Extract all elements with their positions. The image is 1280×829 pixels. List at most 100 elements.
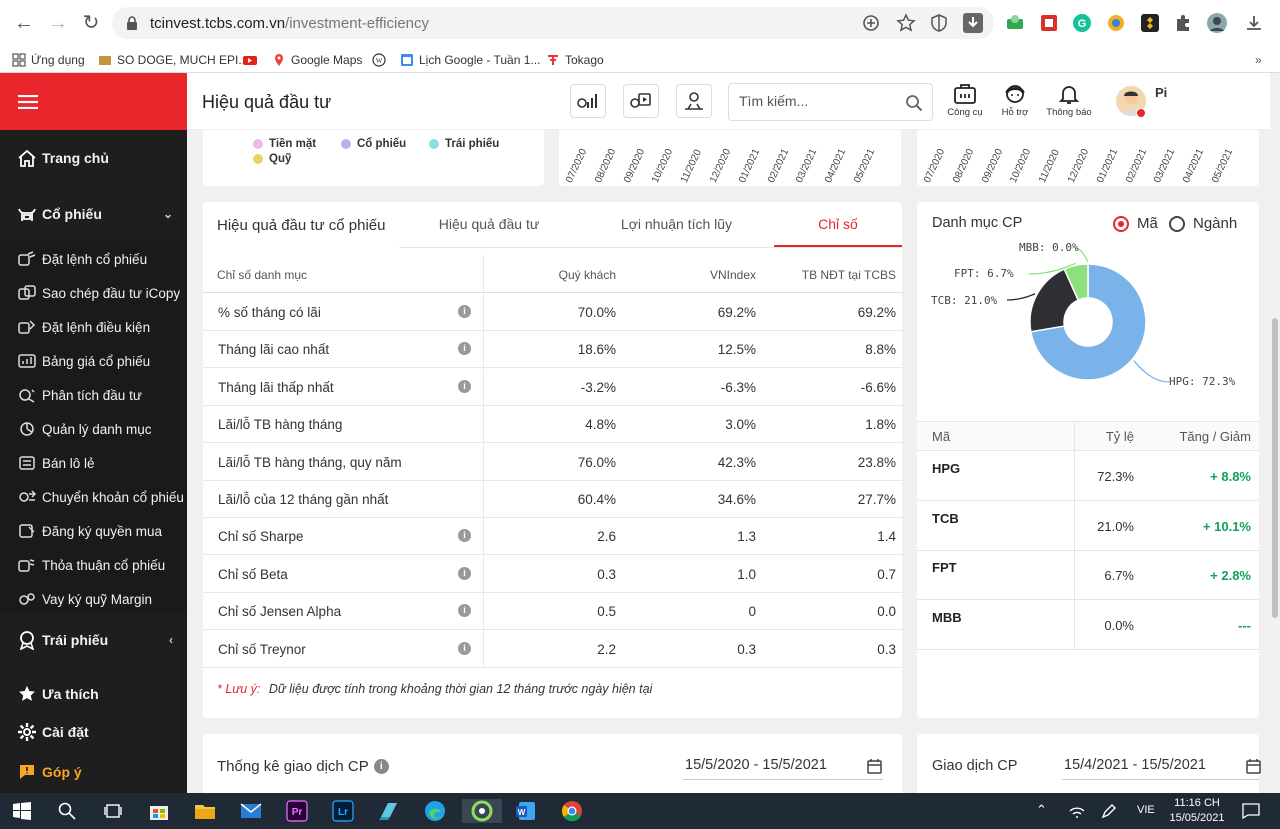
radio-code[interactable]: Mã	[1113, 215, 1158, 232]
taskbar-tcbs-active[interactable]	[462, 799, 502, 823]
address-bar[interactable]: tcinvest.tcbs.com.vn/investment-efficien…	[112, 7, 994, 39]
pie-slice-tcb[interactable]	[1029, 268, 1080, 333]
reload-button[interactable]: ↻	[82, 12, 100, 34]
sidebar-item-portfolio[interactable]: Quản lý danh mục	[0, 414, 187, 444]
bookmark-tokago[interactable]: Tokago	[546, 51, 604, 69]
search-input[interactable]	[739, 93, 899, 109]
sidebar-item-margin[interactable]: Vay ký quỹ Margin	[0, 584, 187, 614]
sidebar-item-favorites[interactable]: Ưa thích	[0, 679, 187, 709]
profile-avatar-icon[interactable]	[1206, 12, 1228, 34]
support-button[interactable]: Hỗ trợ	[990, 83, 1040, 118]
legend-item[interactable]: Quỹ	[253, 153, 291, 165]
radio-sector[interactable]: Ngành	[1169, 215, 1237, 232]
sidebar-item-icopy[interactable]: Sao chép đầu tư iCopy	[0, 278, 187, 308]
sidebar-item-stocks[interactable]: Cổ phiếu ⌄	[0, 199, 187, 229]
info-icon[interactable]: i	[458, 529, 471, 543]
sidebar-item-price-board[interactable]: Bảng giá cổ phiếu	[0, 346, 187, 376]
taskbar-edge[interactable]	[422, 799, 448, 823]
taskbar-explorer[interactable]	[192, 799, 218, 823]
sidebar-item-place-order[interactable]: Đặt lệnh cổ phiếu	[0, 244, 187, 274]
download-icon[interactable]	[962, 12, 984, 34]
taskbar-app[interactable]	[376, 799, 402, 823]
scrollbar-thumb[interactable]	[1272, 318, 1278, 618]
info-icon[interactable]: i	[458, 342, 471, 356]
trade-button[interactable]	[623, 84, 659, 118]
tray-chevron-icon[interactable]: ⌃	[1036, 802, 1047, 817]
shield-icon[interactable]	[930, 13, 948, 33]
tray-clock[interactable]: 11:16 CH 15/05/2021	[1169, 797, 1225, 824]
sidebar-item-analysis[interactable]: Phân tích đầu tư	[0, 380, 187, 410]
tray-pen[interactable]	[1096, 799, 1122, 823]
page-scrollbar[interactable]	[1270, 73, 1280, 793]
tray-notifications[interactable]	[1238, 799, 1264, 823]
stats-date-range[interactable]: 15/5/2020 - 15/5/2021	[683, 754, 883, 780]
bookmarks-overflow-button[interactable]: »	[1255, 53, 1262, 67]
taskbar-mail[interactable]	[238, 799, 264, 823]
taskbar-lightroom[interactable]: Lr	[330, 799, 356, 823]
radio-button[interactable]	[1113, 215, 1129, 232]
sidebar-item-transfer[interactable]: Chuyển khoản cổ phiếu	[0, 482, 187, 512]
tab-indicators[interactable]: Chỉ số	[774, 202, 902, 247]
bookmark-doge[interactable]: SO DOGE, MUCH EPI...	[98, 51, 248, 69]
grammarly-icon[interactable]: G	[1072, 13, 1092, 33]
portfolio-row[interactable]: FPT 6.7% + 2.8%	[917, 550, 1259, 601]
puzzle-icon[interactable]	[1173, 13, 1193, 33]
bookmark-wiki[interactable]: W	[372, 51, 386, 69]
sidebar-item-home[interactable]: Trang chủ	[0, 143, 187, 173]
back-button[interactable]: ←	[14, 12, 34, 34]
network-button[interactable]	[676, 84, 712, 118]
taskbar-chrome[interactable]	[559, 799, 585, 823]
zoom-icon[interactable]	[862, 14, 880, 32]
sidebar-item-settings[interactable]: Cài đặt	[0, 717, 187, 747]
info-icon[interactable]: i	[458, 305, 471, 318]
info-icon[interactable]: i	[458, 379, 471, 393]
sidebar-item-odd-lot[interactable]: Bán lô lẻ	[0, 448, 187, 478]
tab-cumulative-profit[interactable]: Lợi nhuận tích lũy	[620, 216, 733, 232]
bookmark-apps[interactable]: Ứng dụng	[12, 51, 85, 69]
sidebar-item-conditional-order[interactable]: Đặt lệnh điều kiện	[0, 312, 187, 342]
info-icon[interactable]: i	[458, 641, 471, 655]
price-chart-button[interactable]	[570, 84, 606, 118]
sidebar-item-feedback[interactable]: Góp ý	[0, 757, 187, 787]
bookmark-google-maps[interactable]: Google Maps	[272, 51, 362, 69]
info-icon[interactable]: i	[373, 759, 389, 774]
pdf-extension-icon[interactable]	[1039, 13, 1059, 33]
radio-button[interactable]	[1169, 215, 1185, 232]
notifications-button[interactable]: Thông báo	[1044, 83, 1094, 118]
pie-slice-hpg[interactable]	[1029, 263, 1147, 381]
legend-item[interactable]: Cổ phiếu	[341, 138, 406, 150]
info-icon[interactable]: i	[458, 566, 471, 580]
tab-investment-efficiency[interactable]: Hiệu quả đầu tư	[438, 216, 540, 232]
bookmark-youtube[interactable]	[243, 51, 257, 69]
taskbar-store[interactable]	[146, 799, 172, 823]
calendar-icon[interactable]	[867, 758, 882, 774]
taskbar-premiere[interactable]: Pr	[284, 799, 310, 823]
sidebar-item-bonds[interactable]: Trái phiếu ‹	[0, 625, 187, 655]
tools-button[interactable]: Công cụ	[940, 83, 990, 118]
taskbar-word[interactable]: W	[513, 799, 539, 823]
portfolio-row[interactable]: MBB 0.0% ---	[917, 600, 1259, 651]
extension-icon[interactable]	[1005, 13, 1025, 33]
calendar-icon[interactable]	[1246, 758, 1261, 774]
downloads-icon[interactable]	[1244, 13, 1264, 33]
tray-wifi[interactable]	[1064, 799, 1090, 823]
bookmark-google-calendar[interactable]: Lịch Google - Tuần 1...	[400, 51, 540, 69]
chrome-extension-icon[interactable]	[1106, 13, 1126, 33]
info-icon[interactable]: i	[458, 604, 471, 618]
binance-icon[interactable]	[1140, 13, 1160, 33]
start-button[interactable]	[9, 799, 35, 823]
tray-language[interactable]: VIE	[1137, 804, 1155, 816]
sidebar-item-agreement[interactable]: Thỏa thuận cổ phiếu	[0, 550, 187, 580]
legend-item[interactable]: Tiền mặt	[253, 138, 316, 150]
search-icon[interactable]	[905, 94, 923, 112]
portfolio-row[interactable]: HPG 72.3% + 8.8%	[917, 451, 1259, 501]
taskbar-search-button[interactable]	[54, 799, 80, 823]
forward-button[interactable]: →	[48, 12, 68, 34]
task-view-button[interactable]	[100, 799, 126, 823]
portfolio-row[interactable]: TCB 21.0% + 10.1%	[917, 500, 1259, 551]
legend-item[interactable]: Trái phiếu	[429, 138, 499, 150]
sidebar-item-rights[interactable]: Đăng ký quyền mua	[0, 516, 187, 546]
star-icon[interactable]	[896, 13, 916, 33]
pie-slice-fpt[interactable]	[1063, 263, 1089, 302]
menu-icon[interactable]	[18, 95, 38, 109]
